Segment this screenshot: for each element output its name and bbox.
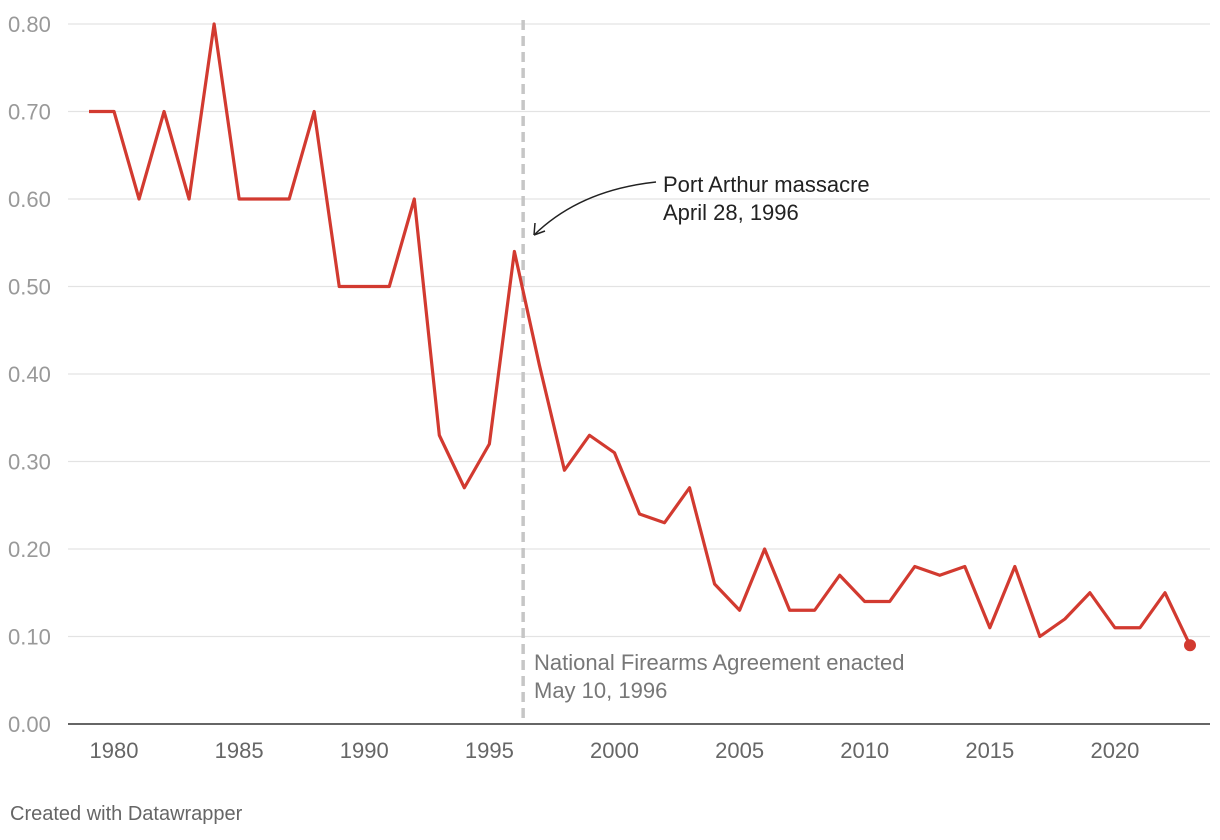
- y-tick-label: 0.60: [8, 187, 51, 212]
- x-tick-label: 1980: [90, 738, 139, 763]
- last-point-marker: [1184, 639, 1196, 652]
- annotation-arrowhead: [533, 222, 546, 236]
- x-tick-label: 2005: [715, 738, 764, 763]
- y-tick-label: 0.40: [8, 362, 51, 387]
- annotation-nfa-date: May 10, 1996: [534, 678, 667, 703]
- annotation-nfa-title: National Firearms Agreement enacted: [534, 650, 905, 675]
- y-tick-label: 0.20: [8, 537, 51, 562]
- x-tick-label: 1995: [465, 738, 514, 763]
- x-tick-label: 2020: [1090, 738, 1139, 763]
- grid-lines: [68, 23, 1210, 638]
- y-tick-label: 0.50: [8, 275, 51, 300]
- annotation-port-arthur-title: Port Arthur massacre: [663, 172, 870, 197]
- x-tick-label: 2010: [840, 738, 889, 763]
- x-tick-label: 2000: [590, 738, 639, 763]
- x-tick-label: 2015: [965, 738, 1014, 763]
- y-tick-label: 0.00: [8, 712, 51, 737]
- x-axis-tick-labels: 1980 1985 1990 1995 2000 2005 2010 2015 2020: [90, 738, 1140, 763]
- y-axis-tick-labels: 0.00 0.10 0.20 0.30 0.40 0.50 0.60 0.70 0.80: [8, 12, 51, 737]
- footer-credit: Created with Datawrapper: [10, 803, 243, 825]
- y-tick-label: 0.80: [8, 12, 51, 37]
- y-tick-label: 0.70: [8, 100, 51, 125]
- series-line: [89, 22, 1192, 646]
- x-tick-label: 1990: [340, 738, 389, 763]
- series-layer: [89, 22, 1196, 652]
- y-tick-label: 0.30: [8, 450, 51, 475]
- annotation-port-arthur-date: April 28, 1996: [663, 200, 799, 225]
- y-tick-label: 0.10: [8, 625, 51, 650]
- x-tick-label: 1985: [215, 738, 264, 763]
- annotation-arrow: [533, 181, 657, 236]
